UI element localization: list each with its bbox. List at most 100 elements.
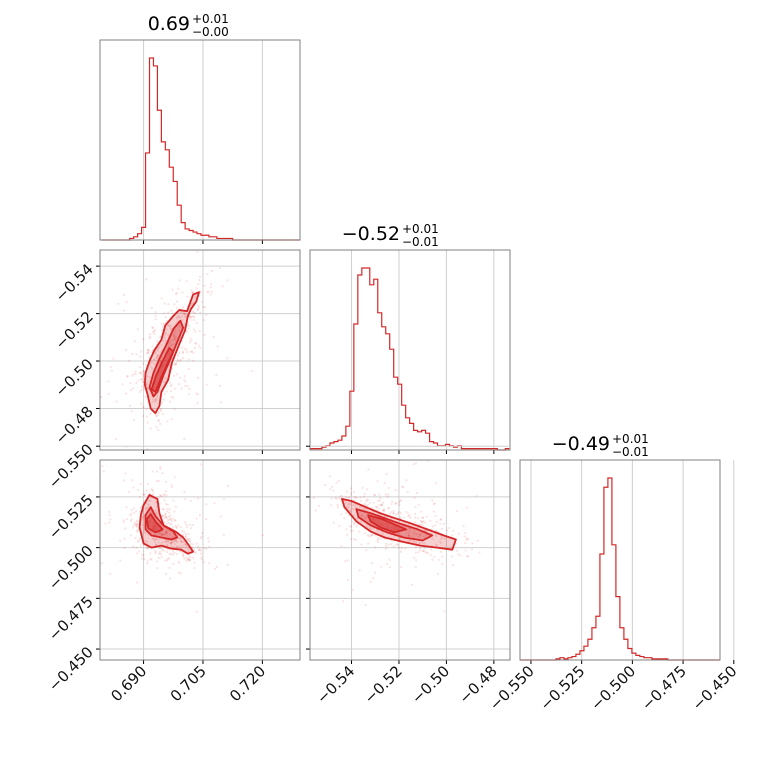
scatter-point (146, 375, 149, 378)
scatter-point (137, 379, 140, 382)
scatter-point (172, 499, 175, 502)
scatter-point (394, 501, 397, 505)
scatter-point (107, 380, 110, 383)
scatter-point (293, 509, 295, 511)
scatter-point (452, 529, 455, 532)
scatter-point (400, 499, 403, 502)
scatter-point (136, 328, 139, 331)
scatter-panel-r1-c0: −0.48−0.50−0.52−0.54 (52, 249, 301, 458)
scatter-point (166, 557, 169, 560)
scatter-point (364, 517, 367, 520)
scatter-point (378, 503, 381, 506)
scatter-point (198, 279, 201, 282)
scatter-point (162, 549, 165, 552)
scatter-point (191, 291, 194, 295)
scatter-point (153, 541, 157, 544)
scatter-point (167, 324, 171, 327)
scatter-point (124, 527, 127, 530)
scatter-point (184, 542, 187, 546)
scatter-point (476, 539, 479, 542)
scatter-point (429, 519, 432, 523)
scatter-point (192, 359, 195, 362)
scatter-point (133, 340, 136, 343)
scatter-point (418, 523, 421, 526)
scatter-point (129, 534, 132, 537)
scatter-point (206, 272, 209, 276)
scatter-point (186, 539, 189, 542)
scatter-point (130, 410, 133, 413)
scatter-point (179, 376, 182, 380)
scatter-point (226, 563, 229, 566)
scatter-point (141, 415, 145, 418)
scatter-point (170, 486, 174, 489)
scatter-point (419, 519, 422, 523)
scatter-point (366, 499, 370, 502)
scatter-point (337, 479, 340, 482)
scatter-point (196, 402, 199, 405)
scatter-point (381, 532, 385, 535)
x-tick-label: −0.52 (361, 662, 406, 707)
scatter-point (376, 538, 379, 542)
scatter-point (199, 549, 203, 552)
scatter-point (140, 385, 144, 388)
scatter-point (190, 304, 193, 307)
scatter-point (369, 580, 372, 583)
scatter-point (392, 512, 395, 515)
scatter-point (146, 352, 149, 355)
scatter-point (138, 390, 141, 394)
scatter-point (210, 282, 213, 286)
scatter-point (349, 525, 353, 528)
scatter-point (190, 350, 194, 353)
scatter-point (441, 555, 444, 558)
scatter-point (409, 527, 412, 530)
param-title-value: 0.69 (148, 13, 190, 35)
scatter-point (159, 408, 163, 411)
scatter-point (176, 354, 180, 357)
scatter-point (370, 562, 373, 565)
scatter-point (374, 505, 378, 509)
scatter-point (141, 516, 145, 519)
scatter-point (224, 456, 226, 458)
scatter-point (141, 518, 144, 521)
scatter-point (156, 354, 160, 357)
scatter-panel-r2-c1: −0.54 −0.52 −0.50 −0.48 (293, 445, 511, 707)
scatter-point (441, 562, 444, 566)
scatter-point (188, 559, 191, 562)
scatter-point (394, 488, 397, 492)
scatter-point (117, 302, 120, 305)
scatter-point (200, 556, 203, 559)
scatter-point (184, 535, 188, 539)
scatter-point (432, 510, 435, 513)
scatter-point (423, 546, 426, 550)
scatter-point (464, 531, 467, 534)
scatter-point (400, 547, 403, 550)
scatter-point (164, 515, 168, 518)
histogram-bar (386, 334, 390, 450)
param-title-minus: −0.01 (402, 235, 439, 249)
scatter-point (94, 427, 96, 429)
histogram-step-line (309, 267, 510, 451)
scatter-point (143, 494, 146, 497)
scatter-point (387, 493, 390, 496)
scatter-point (185, 559, 188, 562)
scatter-point (385, 563, 389, 566)
scatter-point (160, 495, 164, 498)
scatter-point (347, 496, 350, 499)
scatter-point (180, 346, 184, 349)
scatter-point (124, 472, 127, 475)
scatter-point (175, 540, 178, 543)
scatter-point (200, 552, 203, 555)
scatter-point (183, 312, 186, 315)
param-title-value: −0.52 (342, 223, 400, 245)
scatter-point (172, 541, 175, 544)
scatter-point (197, 304, 200, 307)
scatter-point (431, 558, 434, 561)
scatter-point (408, 540, 412, 543)
scatter-point (190, 339, 193, 342)
scatter-point (427, 551, 430, 554)
scatter-point (189, 318, 192, 321)
scatter-point (169, 389, 173, 392)
scatter-point (129, 519, 133, 523)
scatter-point (170, 484, 173, 487)
scatter-point (188, 314, 191, 318)
